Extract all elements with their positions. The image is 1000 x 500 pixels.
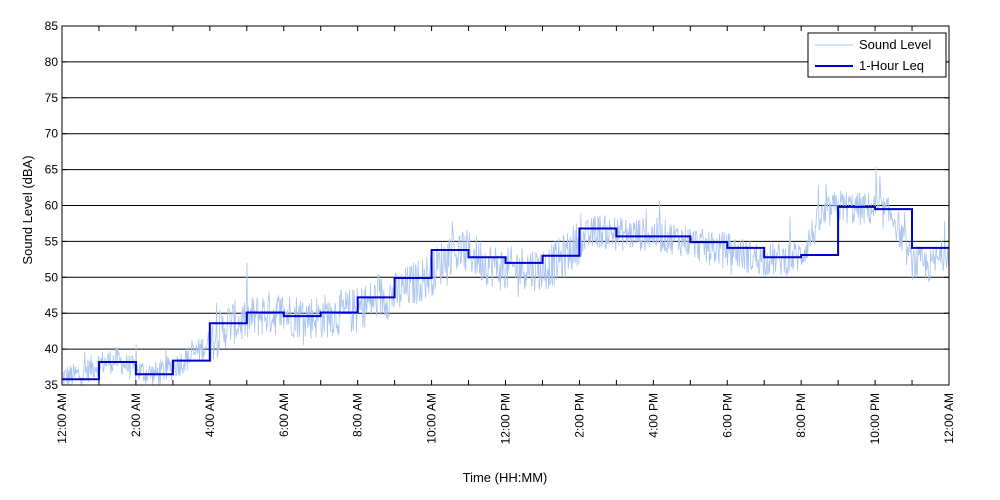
x-tick-label-2: 4:00 AM	[203, 393, 217, 437]
series-1-hour-leq-step-line	[62, 205, 949, 381]
x-tick-label-7: 2:00 PM	[572, 393, 586, 438]
plot-area: 35 40 45 50 55 60 65 70 75 80 85 12:00 AM 2:00 AM 4:0…	[45, 19, 956, 444]
x-tick-label-1: 2:00 AM	[129, 393, 143, 437]
y-tick-label-60: 60	[45, 199, 59, 213]
y-axis-title: Sound Level (dBA)	[20, 155, 35, 264]
x-tick-label-10: 8:00 PM	[794, 393, 808, 438]
y-tick-label-40: 40	[45, 342, 59, 356]
x-tick-label-3: 6:00 AM	[277, 393, 291, 437]
y-tick-label-80: 80	[45, 55, 59, 69]
legend-label-sound-level: Sound Level	[859, 37, 931, 52]
y-tick-label-65: 65	[45, 163, 59, 177]
y-tick-label-50: 50	[45, 270, 59, 284]
y-tick-label-55: 55	[45, 234, 59, 248]
legend: Sound Level 1-Hour Leq	[807, 32, 947, 78]
x-axis-title: Time (HH:MM)	[463, 470, 548, 485]
x-tick-label-8: 4:00 PM	[646, 393, 660, 438]
y-tick-label-75: 75	[45, 91, 59, 105]
y-tick-label-35: 35	[45, 378, 59, 392]
legend-label-1-hour-leq: 1-Hour Leq	[859, 58, 924, 73]
x-tick-label-5: 10:00 AM	[425, 393, 439, 444]
x-tick-label-4: 8:00 AM	[351, 393, 365, 437]
x-tick-label-0: 12:00 AM	[55, 393, 69, 444]
x-tick-label-6: 12:00 PM	[499, 393, 513, 444]
x-tick-label-9: 6:00 PM	[720, 393, 734, 438]
x-tick-label-12: 12:00 AM	[942, 393, 956, 444]
x-tick-label-11: 10:00 PM	[868, 393, 882, 444]
y-tick-label-70: 70	[45, 127, 59, 141]
legend-box	[807, 32, 947, 78]
y-tick-label-45: 45	[45, 306, 59, 320]
y-tick-label-85: 85	[45, 19, 59, 33]
